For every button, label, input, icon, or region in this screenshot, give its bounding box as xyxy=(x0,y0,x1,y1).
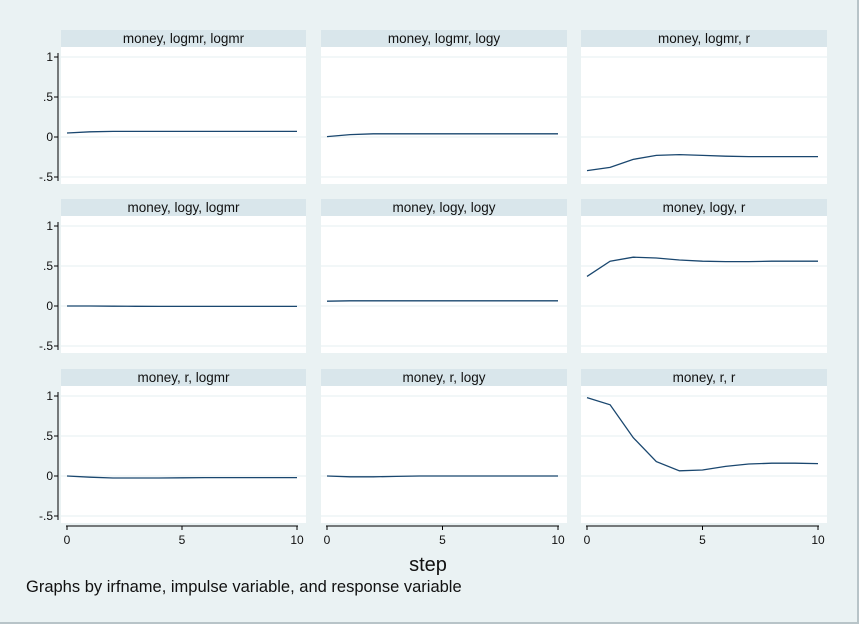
plot-area xyxy=(321,369,567,523)
panel-title: money, logy, logmr xyxy=(127,200,240,215)
panel-1: money, logmr, logmr 1 .5 0 -.5 xyxy=(39,30,306,184)
panel-title-strip xyxy=(321,369,567,386)
panel-title: money, r, r xyxy=(673,370,736,385)
x-tick-label: 10 xyxy=(290,533,304,547)
panel-title: money, logmr, r xyxy=(658,31,751,46)
x-tick-label: 5 xyxy=(439,533,446,547)
y-tick-label: .5 xyxy=(43,429,53,443)
panel-title: money, r, logmr xyxy=(137,370,230,385)
graph-footnote: Graphs by irfname, impulse variable, and… xyxy=(26,578,462,596)
panel-4: money, logy, logmr 1 .5 0 -.5 xyxy=(39,199,306,353)
panel-title-strip xyxy=(581,199,827,216)
y-tick-label: -.5 xyxy=(39,339,53,353)
panel-9: money, r, r 0 5 10 xyxy=(581,369,827,547)
series-line xyxy=(326,475,558,478)
y-tick-label: -.5 xyxy=(39,170,53,184)
plot-area xyxy=(61,199,306,353)
x-tick-label: 10 xyxy=(811,533,825,547)
panel-2: money, logmr, logy xyxy=(321,30,567,184)
series-line xyxy=(586,256,818,277)
series-line xyxy=(586,153,818,172)
plot-area xyxy=(321,30,567,184)
y-tick-label: -.5 xyxy=(39,509,53,523)
x-tick-label: 10 xyxy=(551,533,565,547)
x-tick-label: 0 xyxy=(324,533,331,547)
panel-title-strip xyxy=(61,369,306,386)
plot-area xyxy=(61,30,306,184)
panel-title-strip xyxy=(321,30,567,47)
x-tick-label: 0 xyxy=(64,533,71,547)
plot-area xyxy=(581,30,827,184)
panel-title-strip xyxy=(321,199,567,216)
panel-7: money, r, logmr 1 .5 0 -.5 0 5 10 xyxy=(39,369,306,547)
plot-area xyxy=(321,199,567,353)
panel-title: money, logy, r xyxy=(663,200,746,215)
panel-title-strip xyxy=(61,30,306,47)
panel-title-strip xyxy=(581,30,827,47)
panel-title: money, logmr, logy xyxy=(388,31,501,46)
panel-title-strip xyxy=(61,199,306,216)
y-tick-label: 1 xyxy=(46,219,53,233)
panel-8: money, r, logy 0 5 10 xyxy=(321,369,567,547)
y-tick-label: 1 xyxy=(46,389,53,403)
x-axis-title: step xyxy=(409,554,447,576)
plot-area xyxy=(61,369,306,523)
plot-area xyxy=(581,199,827,353)
series-line xyxy=(326,133,558,138)
series-line xyxy=(66,475,297,479)
panel-3: money, logmr, r xyxy=(581,30,827,184)
y-tick-label: .5 xyxy=(43,90,53,104)
plot-area xyxy=(581,369,827,523)
y-tick-label: 0 xyxy=(46,469,53,483)
panel-5: money, logy, logy xyxy=(321,199,567,353)
series-line xyxy=(66,130,297,134)
y-tick-label: 1 xyxy=(46,50,53,64)
x-tick-label: 5 xyxy=(699,533,706,547)
panel-title: money, r, logy xyxy=(402,370,485,385)
x-tick-label: 5 xyxy=(179,533,186,547)
x-tick-label: 0 xyxy=(584,533,591,547)
panel-title: money, logy, logy xyxy=(392,200,495,215)
y-tick-label: .5 xyxy=(43,259,53,273)
panel-title: money, logmr, logmr xyxy=(123,31,245,46)
panel-6: money, logy, r xyxy=(581,199,827,353)
y-tick-label: 0 xyxy=(46,299,53,313)
y-tick-label: 0 xyxy=(46,130,53,144)
panel-title-strip xyxy=(581,369,827,386)
series-line xyxy=(586,396,819,472)
